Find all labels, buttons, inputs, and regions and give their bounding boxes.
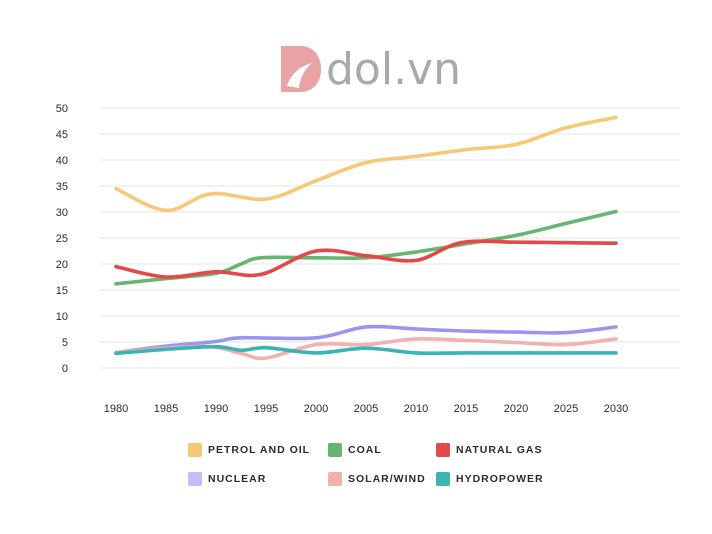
dol-flame-icon (281, 46, 321, 92)
legend-swatch-natural-gas (436, 443, 450, 457)
legend: PETROL AND OIL COAL NATURAL GAS NUCLEAR … (188, 440, 588, 498)
x-axis: 1980 1985 1990 1995 2000 2005 2010 2015 2020 2025… (104, 403, 628, 415)
legend-label-nuclear: NUCLEAR (208, 473, 267, 485)
y-tick-label: 50 (56, 103, 68, 115)
x-tick-label: 1990 (204, 403, 228, 415)
x-tick-label: 2020 (504, 403, 528, 415)
legend-swatch-nuclear (188, 472, 202, 486)
series-line-coal (114, 209, 618, 286)
logo-text: dol.vn (326, 44, 461, 95)
legend-swatch-solar-wind (328, 472, 342, 486)
series-line-hydro (114, 344, 618, 356)
legend-label-hydropower: HYDROPOWER (456, 473, 544, 485)
series-line-nuclear (114, 324, 618, 355)
legend-swatch-coal (328, 443, 342, 457)
y-tick-label: 40 (56, 155, 68, 167)
y-axis: 0 5 10 15 20 25 30 35 40 45 50 (56, 103, 68, 375)
y-tick-label: 15 (56, 285, 68, 297)
dol-logo: dol.vn (281, 44, 461, 95)
y-tick-label: 20 (56, 259, 68, 271)
x-tick-label: 1980 (104, 403, 128, 415)
x-tick-label: 1995 (254, 403, 278, 415)
series-group (114, 115, 618, 361)
y-tick-label: 25 (56, 233, 68, 245)
grid-lines (100, 107, 680, 369)
legend-label-coal: COAL (348, 444, 382, 456)
series-line-petrol (114, 115, 618, 213)
legend-item-hydropower[interactable]: HYDROPOWER (436, 469, 566, 489)
y-tick-label: 0 (62, 363, 68, 375)
legend-item-natural-gas[interactable]: NATURAL GAS (436, 440, 566, 460)
y-tick-label: 10 (56, 311, 68, 323)
y-tick-label: 45 (56, 129, 68, 141)
legend-label-natural-gas: NATURAL GAS (456, 444, 543, 456)
y-tick-label: 5 (62, 337, 68, 349)
y-tick-label: 30 (56, 207, 68, 219)
legend-item-nuclear[interactable]: NUCLEAR (188, 469, 328, 489)
x-tick-label: 2025 (554, 403, 578, 415)
legend-row: NUCLEAR SOLAR/WIND HYDROPOWER (188, 469, 588, 489)
legend-label-petrol-and-oil: PETROL AND OIL (208, 444, 311, 456)
y-tick-label: 35 (56, 181, 68, 193)
x-tick-label: 2030 (604, 403, 628, 415)
legend-swatch-hydropower (436, 472, 450, 486)
legend-row: PETROL AND OIL COAL NATURAL GAS (188, 440, 588, 460)
x-tick-label: 2000 (304, 403, 328, 415)
legend-item-petrol-and-oil[interactable]: PETROL AND OIL (188, 440, 328, 460)
x-tick-label: 1985 (154, 403, 178, 415)
legend-swatch-petrol-and-oil (188, 443, 202, 457)
legend-label-solar-wind: SOLAR/WIND (348, 473, 426, 485)
series-line-gas (114, 239, 618, 279)
legend-item-coal[interactable]: COAL (328, 440, 436, 460)
x-tick-label: 2005 (354, 403, 378, 415)
x-tick-label: 2015 (454, 403, 478, 415)
legend-item-solar-wind[interactable]: SOLAR/WIND (328, 469, 436, 489)
x-tick-label: 2010 (404, 403, 428, 415)
